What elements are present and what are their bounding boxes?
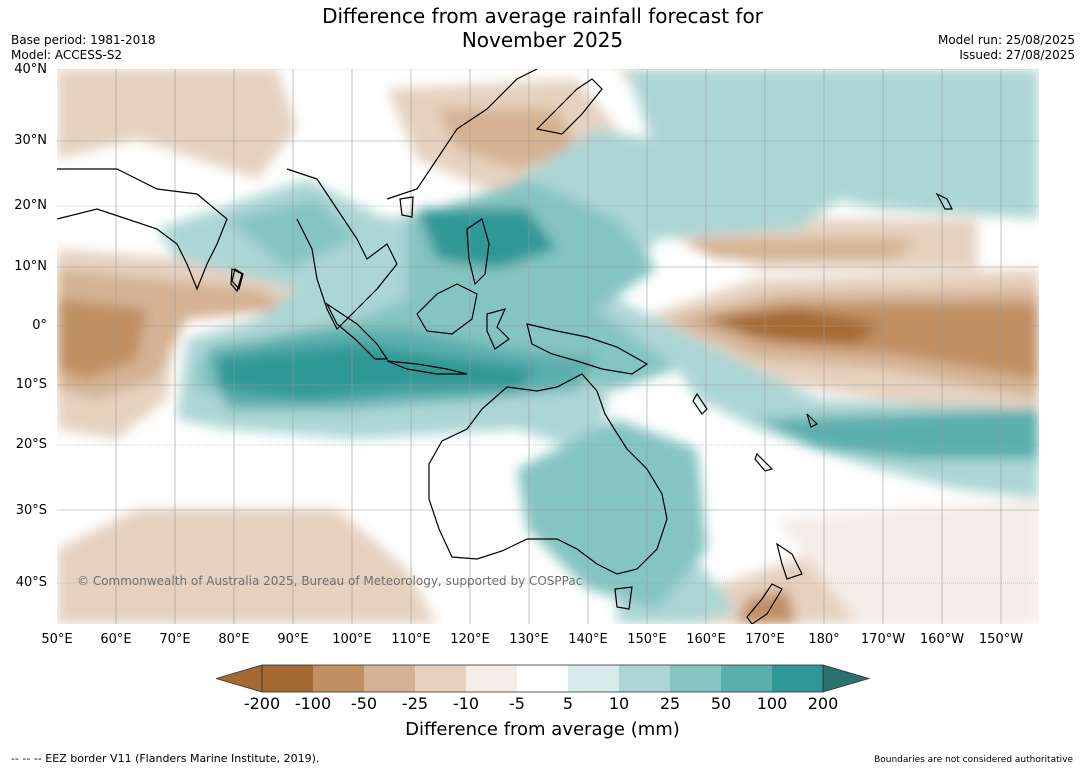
graticule bbox=[57, 69, 1039, 624]
colorbar-swatch bbox=[772, 665, 823, 692]
lon-label: 170°W bbox=[860, 632, 906, 647]
boundary-disclaimer: Boundaries are not considered authoritat… bbox=[874, 755, 1073, 765]
lat-label: 20°N bbox=[14, 198, 47, 213]
chart-title: Difference from average rainfall forecas… bbox=[0, 4, 1085, 52]
colorbar bbox=[216, 664, 870, 693]
lat-label: 0° bbox=[32, 318, 47, 333]
lon-label: 150°E bbox=[627, 632, 667, 647]
lon-label: 140°E bbox=[568, 632, 608, 647]
colorbar-label: -25 bbox=[401, 694, 429, 713]
colorbar-label: 5 bbox=[562, 694, 574, 713]
colorbar-swatch bbox=[364, 665, 415, 692]
model-info: Base period: 1981-2018 Model: ACCESS-S2 bbox=[11, 33, 156, 63]
model-run: Model run: 25/08/2025 bbox=[937, 33, 1075, 47]
colorbar-title: Difference from average (mm) bbox=[405, 719, 680, 740]
lon-label: 150°W bbox=[978, 632, 1024, 647]
lon-label: 110°E bbox=[391, 632, 431, 647]
lon-label: 160°W bbox=[919, 632, 965, 647]
lon-label: 80°E bbox=[218, 632, 250, 647]
lon-label: 180° bbox=[808, 632, 840, 647]
lat-label: 10°N bbox=[14, 259, 47, 274]
lat-label: 30°N bbox=[14, 133, 47, 148]
colorbar-label: -10 bbox=[452, 694, 480, 713]
lat-label: 10°S bbox=[15, 377, 47, 392]
colorbar-label: -200 bbox=[243, 694, 281, 713]
colorbar-swatch bbox=[262, 665, 313, 692]
colorbar-swatch bbox=[466, 665, 517, 692]
title-line-1: Difference from average rainfall forecas… bbox=[322, 4, 763, 28]
model-name: Model: ACCESS-S2 bbox=[11, 48, 123, 62]
lon-label: 90°E bbox=[277, 632, 309, 647]
lon-label: 70°E bbox=[159, 632, 191, 647]
colorbar-label: -5 bbox=[509, 694, 525, 713]
colorbar-label: -100 bbox=[294, 694, 332, 713]
colorbar-swatch bbox=[670, 665, 721, 692]
colorbar-swatch bbox=[313, 665, 364, 692]
colorbar-swatch bbox=[619, 665, 670, 692]
coastlines bbox=[57, 69, 953, 624]
lon-label: 170°E bbox=[745, 632, 785, 647]
issued-date: Issued: 27/08/2025 bbox=[959, 48, 1075, 62]
lon-label: 120°E bbox=[450, 632, 490, 647]
lat-label: 40°N bbox=[14, 62, 47, 77]
colorbar-swatch bbox=[415, 665, 466, 692]
run-info: Model run: 25/08/2025 Issued: 27/08/2025 bbox=[938, 33, 1075, 63]
lat-label: 20°S bbox=[15, 437, 47, 452]
colorbar-swatch bbox=[517, 665, 568, 692]
colorbar-label: 10 bbox=[608, 694, 630, 713]
base-period: Base period: 1981-2018 bbox=[11, 33, 156, 47]
lon-label: 160°E bbox=[686, 632, 726, 647]
colorbar-label: 200 bbox=[807, 694, 839, 713]
colorbar-low-arrow bbox=[216, 664, 263, 693]
colorbar-swatch bbox=[721, 665, 772, 692]
lat-label: 40°S bbox=[15, 575, 47, 590]
colorbar-label: 50 bbox=[710, 694, 732, 713]
lon-label: 50°E bbox=[41, 632, 73, 647]
lon-label: 100°E bbox=[332, 632, 372, 647]
colorbar-label: 25 bbox=[659, 694, 681, 713]
colorbar-label: -50 bbox=[350, 694, 378, 713]
copyright-text: © Commonwealth of Australia 2025, Bureau… bbox=[77, 574, 582, 588]
anomaly-fields bbox=[57, 69, 1039, 624]
title-line-2: November 2025 bbox=[461, 28, 624, 52]
lon-label: 130°E bbox=[509, 632, 549, 647]
colorbar-high-arrow bbox=[822, 664, 870, 693]
rainfall-anomaly-map: © Commonwealth of Australia 2025, Bureau… bbox=[57, 69, 1039, 624]
eez-border-note: -- -- -- EEZ border V11 (Flanders Marine… bbox=[11, 752, 320, 765]
colorbar-swatch bbox=[568, 665, 619, 692]
lon-label: 60°E bbox=[100, 632, 132, 647]
colorbar-label: 100 bbox=[756, 694, 788, 713]
lat-label: 30°S bbox=[15, 503, 47, 518]
